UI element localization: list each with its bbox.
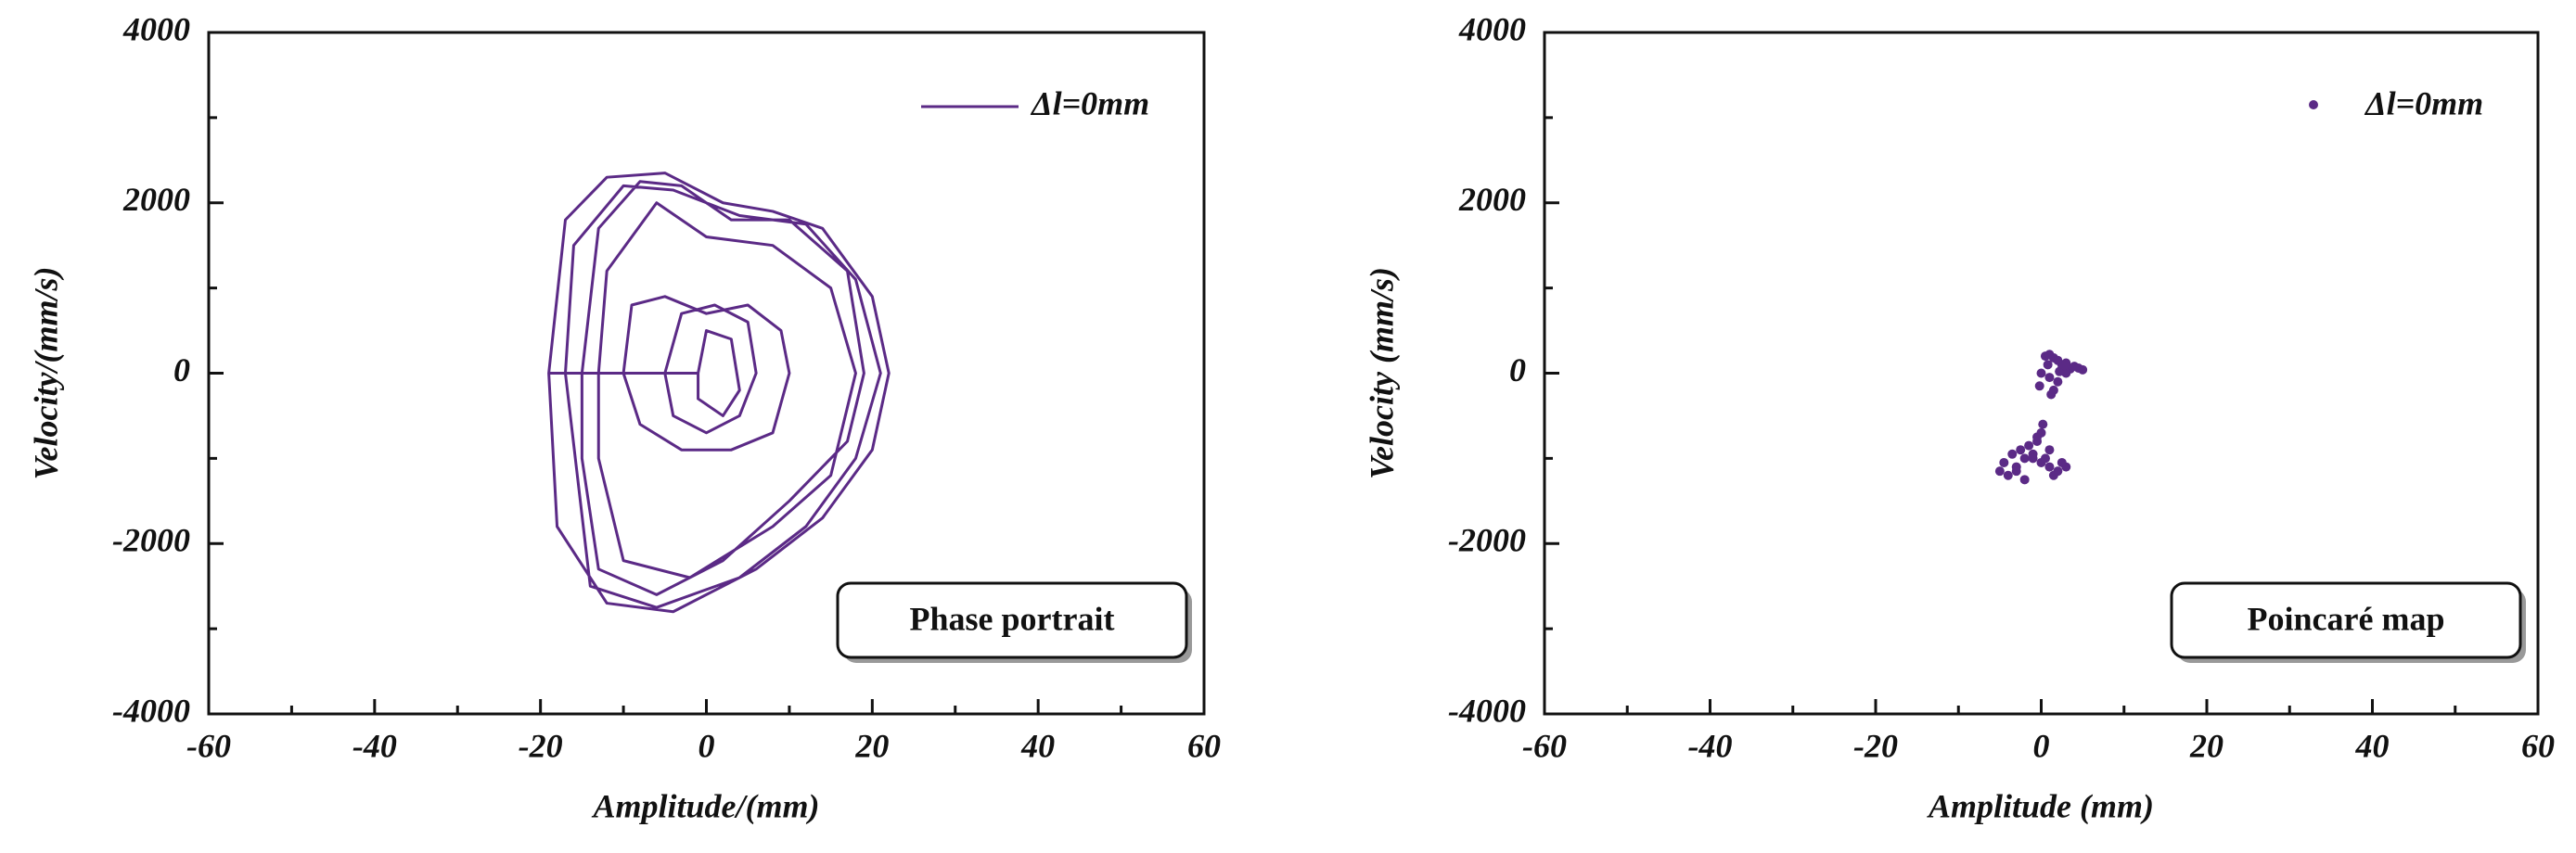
poincare-point	[2040, 453, 2050, 464]
x-axis-label: Amplitude (mm)	[1927, 787, 2154, 824]
poincare-point	[2016, 445, 2026, 455]
poincare-point	[2019, 453, 2030, 464]
poincare-point	[2044, 462, 2055, 472]
y-tick-label: 4000	[1458, 10, 1526, 47]
x-tick-label: 20	[854, 727, 889, 764]
y-axis-label: Velocity (mm/s)	[1363, 267, 1400, 479]
poincare-point	[1999, 457, 2009, 467]
x-tick-label: 40	[2355, 727, 2390, 764]
poincare-point	[2034, 381, 2044, 391]
y-tick-label: 2000	[122, 181, 190, 218]
poincare-point	[2053, 376, 2063, 387]
x-tick-label: -20	[519, 727, 563, 764]
phase-trajectory	[547, 172, 891, 614]
y-axis-label: Velocity/(mm/s)	[27, 267, 64, 480]
legend-label: Δl=0mm	[2364, 84, 2483, 121]
legend-swatch	[2309, 100, 2318, 109]
x-tick-label: -40	[352, 727, 397, 764]
x-tick-label: 40	[1020, 727, 1055, 764]
annotation-text: Poincaré map	[2248, 600, 2445, 637]
poincare-point	[2043, 360, 2053, 370]
x-tick-label: 0	[2033, 727, 2050, 764]
poincare-point	[2046, 389, 2057, 400]
y-tick-label: -4000	[112, 692, 190, 729]
poincare-point	[2038, 419, 2048, 429]
x-tick-label: 60	[1187, 727, 1221, 764]
poincare-point	[2036, 368, 2046, 378]
x-tick-label: -60	[1522, 727, 1567, 764]
poincare-point	[2028, 453, 2038, 464]
chart-panel: -60 -40 -20 0 20 40 60 -4000 -2000 0 2000 4000 Ampli…	[27, 10, 1221, 824]
y-tick-label: 0	[1509, 351, 1526, 388]
y-tick-label: -2000	[112, 522, 190, 559]
poincare-point	[2059, 361, 2070, 371]
poincare-point	[2044, 445, 2055, 455]
poincare-point	[1994, 466, 2005, 477]
poincare-point	[2019, 475, 2030, 485]
y-tick-label: 4000	[122, 10, 190, 47]
poincare-point	[2078, 364, 2088, 375]
legend-label: Δl=0mm	[1030, 84, 1149, 121]
y-tick-label: -4000	[1448, 692, 1526, 729]
x-tick-label: -40	[1688, 727, 1733, 764]
x-tick-label: -60	[186, 727, 231, 764]
y-tick-label: 2000	[1458, 181, 1526, 218]
chart-panel: -60 -40 -20 0 20 40 60 -4000 -2000 0 2000 4000 Ampli…	[1363, 10, 2555, 824]
y-tick-label: 0	[173, 351, 190, 388]
x-tick-label: -20	[1853, 727, 1898, 764]
annotation-box	[2170, 581, 2522, 659]
x-tick-label: 20	[2189, 727, 2224, 764]
annotation-text: Phase portrait	[910, 600, 1115, 637]
poincare-point	[2024, 440, 2034, 451]
poincare-point	[2057, 457, 2067, 467]
y-tick-label: -2000	[1448, 522, 1526, 559]
poincare-point	[2003, 470, 2013, 480]
poincare-point	[2048, 470, 2058, 480]
x-tick-label: 60	[2521, 727, 2555, 764]
annotation-box	[836, 581, 1188, 659]
poincare-point	[2007, 449, 2018, 459]
poincare-point	[2032, 432, 2043, 442]
x-axis-label: Amplitude/(mm)	[591, 787, 819, 824]
x-tick-label: 0	[698, 727, 715, 764]
poincare-point	[2044, 373, 2055, 383]
poincare-point	[2011, 466, 2021, 477]
